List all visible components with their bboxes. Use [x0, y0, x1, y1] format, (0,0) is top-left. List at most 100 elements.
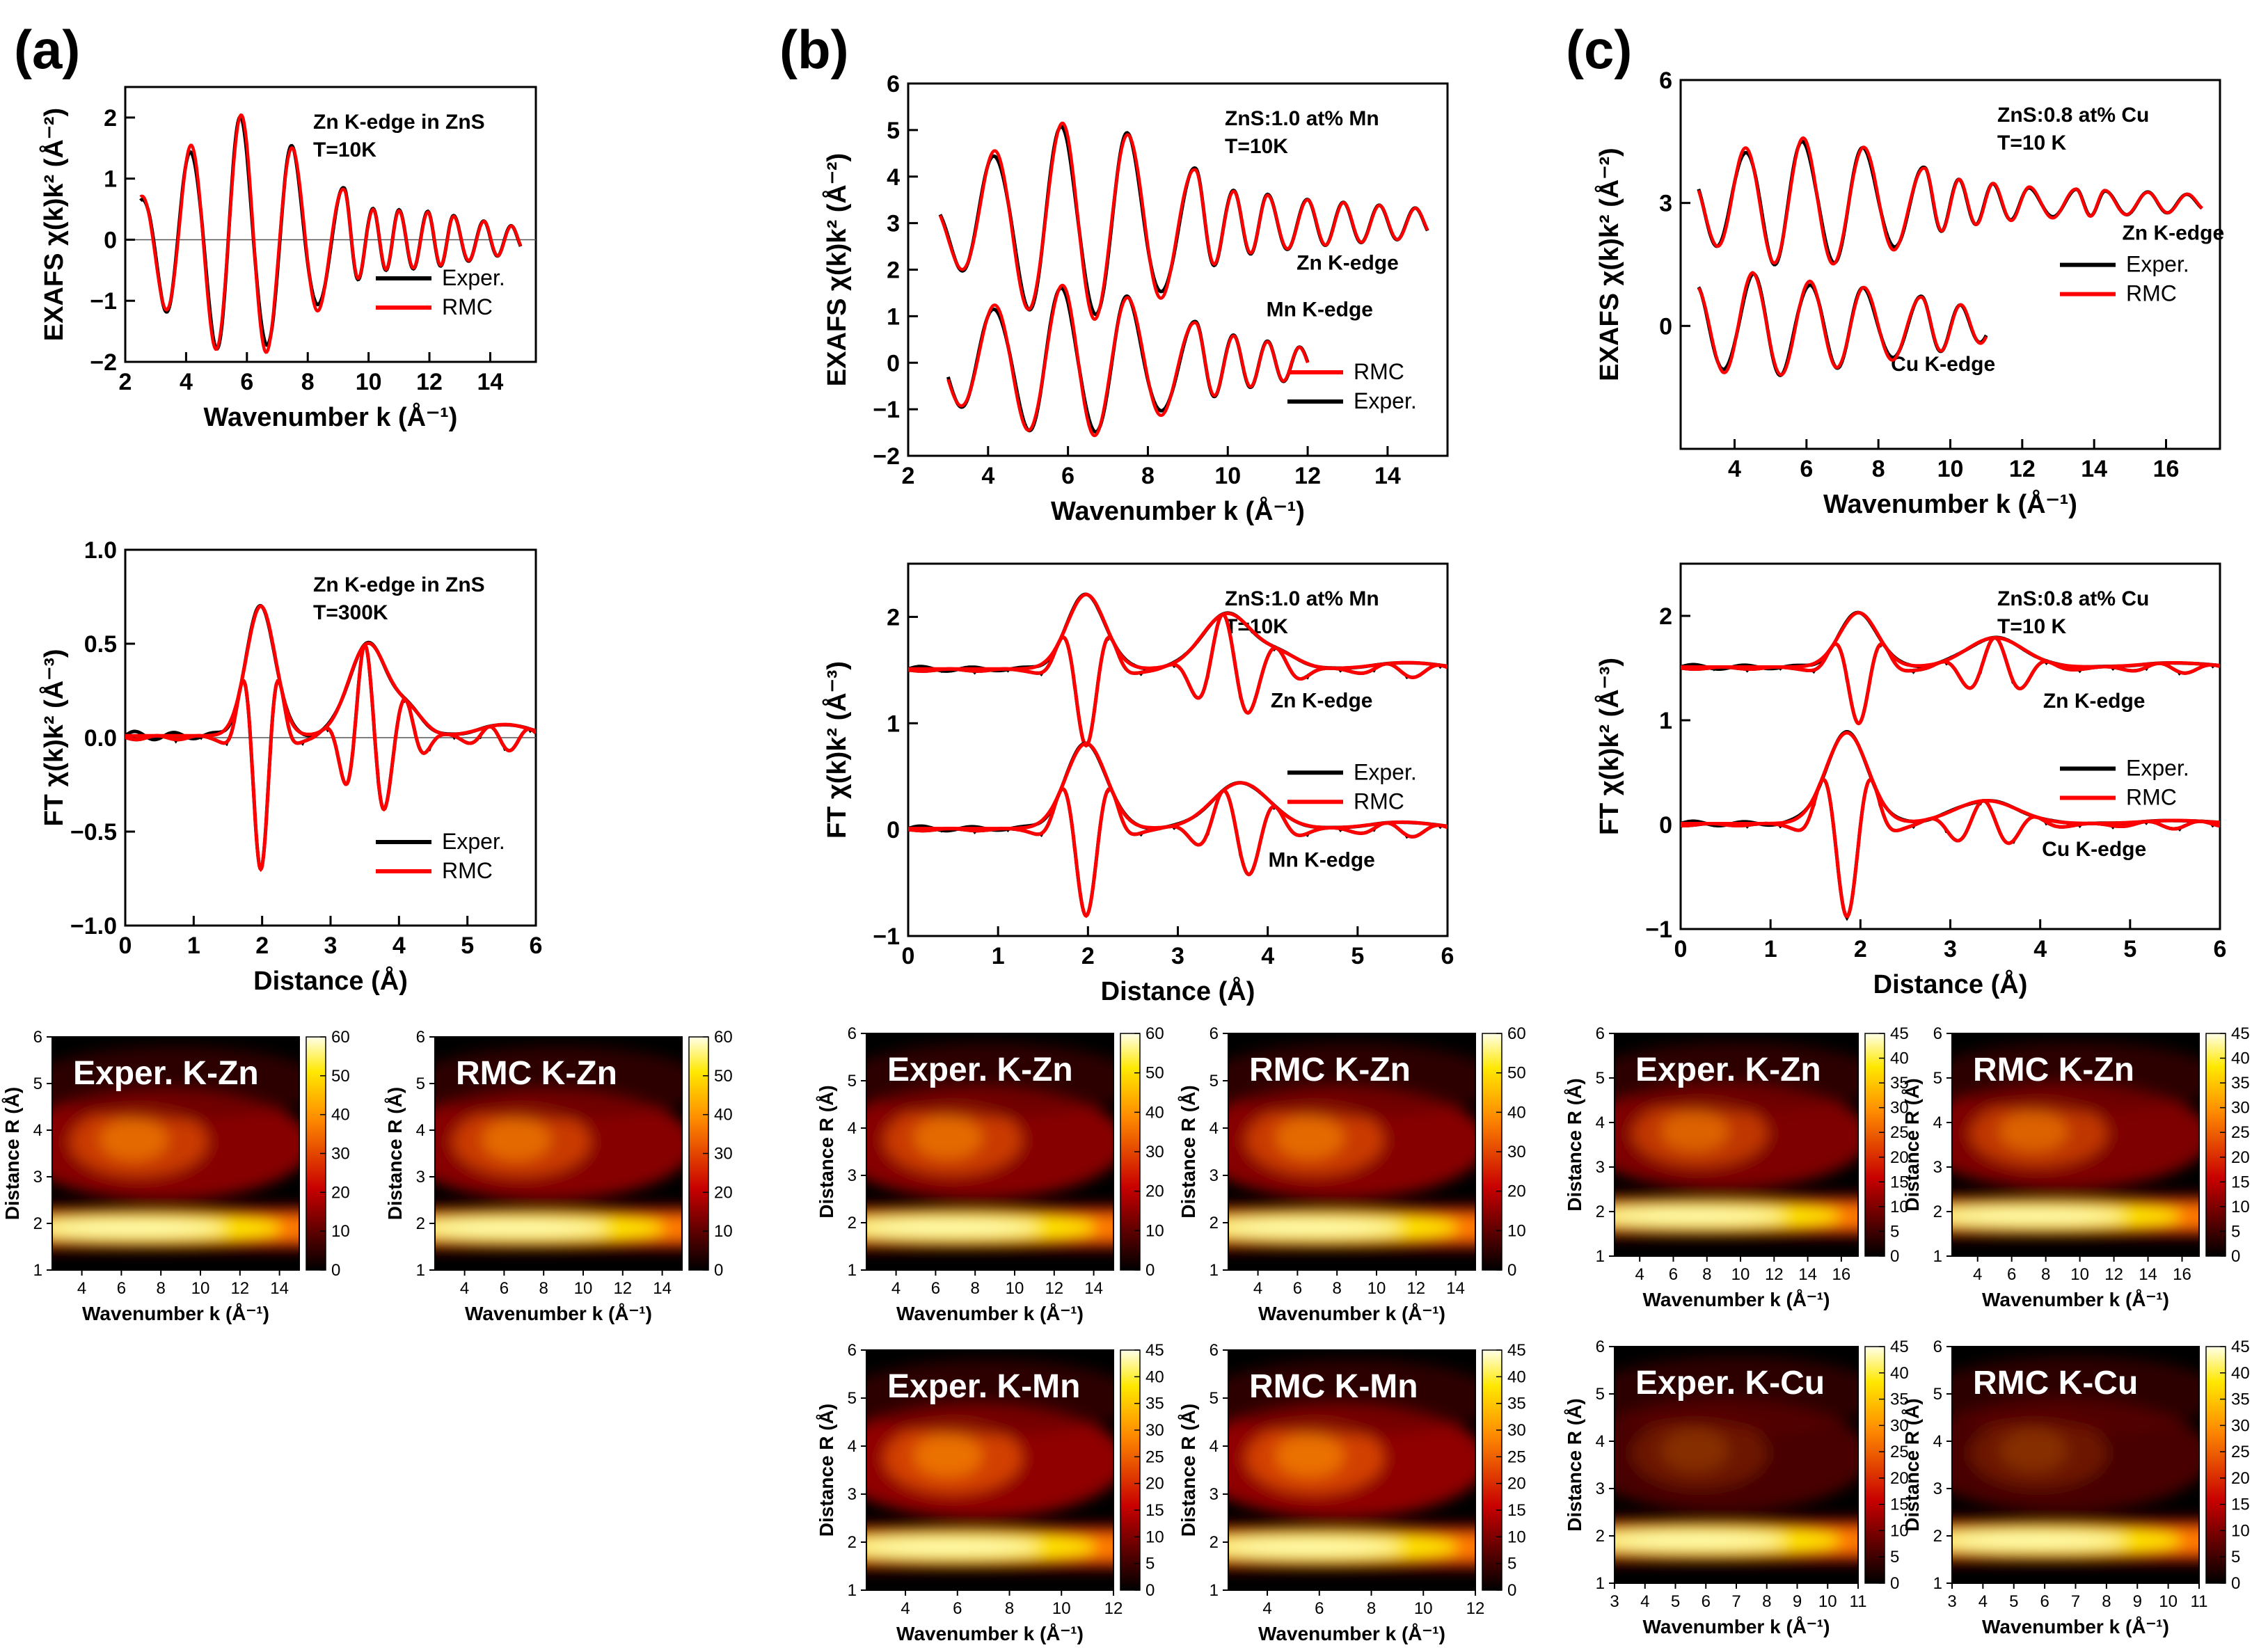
- hm-y-tick-label: 6: [33, 1028, 42, 1047]
- x-tick-label: 6: [1061, 463, 1074, 489]
- hm-x-tick-label: 4: [1262, 1599, 1271, 1618]
- heatmap-title: Exper. K-Cu: [1635, 1365, 1825, 1402]
- hm-x-tick-label: 3: [1610, 1592, 1619, 1611]
- hm-y-tick-label: 4: [1933, 1113, 1942, 1132]
- hm-y-axis-label: Distance R (Å): [1901, 1398, 1923, 1531]
- colorbar-tick-label: 30: [714, 1145, 733, 1164]
- hm-y-tick-label: 6: [1596, 1024, 1605, 1043]
- hm-y-tick-label: 5: [33, 1074, 42, 1093]
- colorbar-tick-label: 10: [331, 1222, 350, 1241]
- colorbar-tick-label: 60: [714, 1028, 733, 1047]
- x-tick-label: 8: [1141, 463, 1155, 489]
- hm-x-tick-label: 10: [574, 1279, 593, 1298]
- legend-label-exper: Exper.: [1354, 388, 1417, 413]
- colorbar-tick-label: 35: [1890, 1074, 1909, 1093]
- hm-y-tick-label: 1: [33, 1261, 42, 1280]
- colorbar-tick-label: 25: [1890, 1123, 1909, 1142]
- hm-x-tick-label: 4: [901, 1599, 910, 1618]
- hm-y-tick-label: 4: [1596, 1432, 1605, 1451]
- colorbar-tick-label: 10: [1507, 1221, 1526, 1240]
- hm-x-tick-label: 10: [2070, 1265, 2089, 1284]
- hm-x-tick-label: 10: [1052, 1599, 1071, 1618]
- chart-a2: 0 1 2 3 4 5 6 −1.0 −0.5 0.0 0.5 1.0 Distance (Å) FT χ…: [38, 537, 542, 996]
- colorbar-tick-label: 30: [2231, 1416, 2250, 1435]
- colorbar-tick-label: 0: [1507, 1581, 1516, 1600]
- colorbar-tick-label: 50: [1507, 1064, 1526, 1083]
- band-shell2-peak: [1660, 1111, 1729, 1152]
- rmc-curve-0: [938, 121, 1429, 321]
- x-axis-label: Distance (Å): [1101, 976, 1255, 1006]
- x-axis-label: Wavenumber k (Å⁻¹): [1823, 489, 2077, 519]
- x-tick-label: 2: [1854, 936, 1867, 962]
- hm-x-tick-label: 10: [1731, 1265, 1750, 1284]
- y-tick-label: −1: [90, 288, 117, 315]
- rmc-imag-1: [1681, 777, 2220, 919]
- hm-x-tick-label: 10: [2159, 1592, 2178, 1611]
- hm-x-tick-label: 12: [613, 1279, 632, 1298]
- curves: [125, 603, 536, 872]
- colorbar-tick-label: 20: [1145, 1182, 1164, 1201]
- y-tick-label: 0.5: [84, 631, 117, 658]
- colorbar: [1864, 1346, 1885, 1584]
- hm-y-tick-label: 5: [1596, 1385, 1605, 1404]
- heatmap-frame: [866, 1033, 1114, 1271]
- heatmap-title: RMC K-Mn: [1249, 1368, 1418, 1405]
- rmc-imag-1: [908, 787, 1448, 918]
- hm-x-tick-label: 4: [1635, 1265, 1644, 1284]
- hm-y-tick-label: 4: [1933, 1432, 1942, 1451]
- heatmap-frame: [1614, 1033, 1859, 1257]
- plot-frame: [124, 86, 537, 363]
- hm-x-tick-label: 7: [1731, 1592, 1740, 1611]
- colorbar-tick-label: 5: [1145, 1555, 1155, 1573]
- rmc-curve-1: [946, 283, 1310, 438]
- annotation: T=10 K: [1997, 132, 2067, 154]
- hm-x-axis-label: Wavenumber k (Å⁻¹): [1258, 1303, 1445, 1324]
- y-tick-label: 1: [104, 166, 117, 193]
- y-tick-label: 3: [1659, 191, 1672, 217]
- hm-x-axis-label: Wavenumber k (Å⁻¹): [1643, 1289, 1830, 1310]
- colorbar-tick-label: 0: [331, 1261, 340, 1280]
- hm-y-tick-label: 3: [1596, 1480, 1605, 1498]
- legend-label-exper: Exper.: [2126, 756, 2189, 781]
- hm-y-axis-label: Distance R (Å): [1564, 1078, 1585, 1211]
- hm-x-tick-label: 4: [891, 1279, 901, 1298]
- plot-frame: [1679, 562, 2221, 930]
- colorbar-tick-label: 30: [1890, 1099, 1909, 1118]
- hm-y-tick-label: 4: [848, 1119, 857, 1138]
- hm-y-tick-label: 2: [416, 1214, 425, 1233]
- legend-label-exper: Exper.: [1354, 759, 1417, 784]
- y-axis-label: EXAFS χ(k)k² (Å⁻²): [38, 108, 69, 341]
- hm-y-tick-label: 3: [1210, 1485, 1219, 1504]
- hm-x-tick-label: 6: [1293, 1279, 1302, 1298]
- hm-y-tick-label: 1: [1210, 1261, 1219, 1280]
- colorbar-tick-label: 30: [331, 1145, 350, 1164]
- legend-label-rmc: RMC: [2126, 785, 2177, 810]
- band-shell2-peak: [1660, 1429, 1729, 1473]
- x-axis-label: Distance (Å): [1873, 969, 2028, 999]
- annotation: T=10K: [1225, 135, 1288, 158]
- hm-y-tick-label: 4: [416, 1121, 425, 1140]
- annotation: T=300K: [313, 601, 388, 624]
- hm-x-tick-label: 5: [1671, 1592, 1680, 1611]
- hm-x-tick-label: 14: [2139, 1265, 2157, 1284]
- heatmap-layers: [52, 1046, 299, 1249]
- band-upper-tail: [1952, 1356, 2199, 1432]
- hm-x-tick-label: 5: [2009, 1592, 2018, 1611]
- colorbar-tick-label: 5: [1507, 1555, 1516, 1573]
- hm-y-tick-label: 4: [1210, 1119, 1219, 1138]
- legend-label-exper: Exper.: [442, 829, 505, 854]
- hm-y-tick-label: 6: [848, 1024, 857, 1043]
- x-axis-label: Wavenumber k (Å⁻¹): [1051, 495, 1305, 526]
- band-shell2-peak: [913, 1434, 983, 1477]
- colorbar-tick-label: 0: [1145, 1261, 1155, 1280]
- colorbar-tick-label: 20: [714, 1183, 733, 1202]
- colorbar-tick-label: 10: [1507, 1528, 1526, 1546]
- x-tick-label: 6: [2214, 936, 2227, 962]
- heatmap-blur: [1952, 1356, 2199, 1562]
- y-tick-label: −1: [1645, 917, 1672, 943]
- y-tick-label: 2: [887, 257, 900, 284]
